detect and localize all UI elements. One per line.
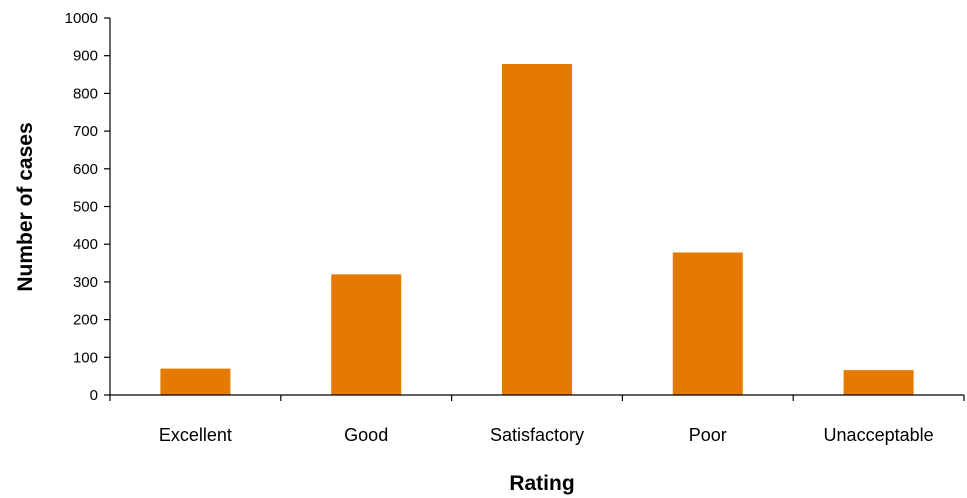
y-tick-label: 500 [73, 199, 98, 216]
bar-unacceptable [843, 370, 914, 395]
y-tick-label: 700 [73, 123, 98, 140]
y-tick-label: 300 [73, 274, 98, 291]
y-tick-label: 400 [73, 236, 98, 253]
bar-good [331, 274, 402, 395]
x-category-label: Satisfactory [490, 425, 584, 445]
y-tick-label: 1000 [65, 10, 98, 27]
y-tick-label: 200 [73, 312, 98, 329]
x-category-label: Good [344, 425, 388, 445]
y-axis-title: Number of cases [14, 122, 37, 291]
x-category-label: Poor [689, 425, 727, 445]
y-tick-label: 100 [73, 349, 98, 366]
y-tick-label: 600 [73, 161, 98, 178]
x-axis-ticks: Excellent Good Satisfactory Poor Unacceptabl… [109, 395, 965, 445]
y-axis-ticks: 0 100 200 300 400 500 600 700 800 900 1000 [65, 10, 110, 404]
x-axis-title: Rating [509, 472, 574, 495]
y-tick-label: 800 [73, 85, 98, 102]
bars-group [160, 63, 914, 396]
bar-satisfactory [502, 63, 572, 396]
bar-poor [672, 252, 743, 395]
x-category-label: Unacceptable [824, 425, 934, 445]
y-tick-label: 0 [90, 387, 98, 404]
y-tick-label: 900 [73, 48, 98, 65]
bar-excellent [160, 368, 231, 395]
x-category-label: Excellent [159, 425, 232, 445]
